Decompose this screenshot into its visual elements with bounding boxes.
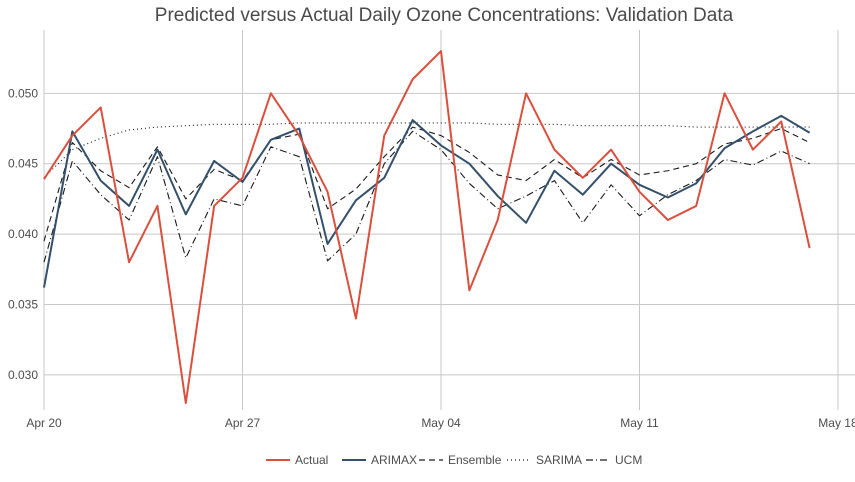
x-tick-label: May 18 xyxy=(818,416,855,430)
x-axis: Apr 20 Apr 27 May 04 May 11 May 18 xyxy=(26,416,855,430)
legend-label-ucm: UCM xyxy=(615,453,642,467)
x-tick-label: Apr 27 xyxy=(225,416,261,430)
legend-label-actual: Actual xyxy=(295,453,328,467)
y-tick-label: 0.035 xyxy=(8,297,38,311)
series-lines xyxy=(43,50,811,404)
legend-label-sarima: SARIMA xyxy=(536,453,582,467)
y-axis: 0.030 0.035 0.040 0.045 0.050 xyxy=(8,86,38,381)
x-tick-label: May 11 xyxy=(620,416,659,430)
legend-label-ensemble: Ensemble xyxy=(448,453,502,467)
series-line-actual xyxy=(43,50,811,404)
y-tick-label: 0.045 xyxy=(8,157,38,171)
series-line-ucm xyxy=(43,130,810,263)
legend: Actual ARIMAX Ensemble SARIMA UCM xyxy=(266,453,642,467)
series-line-arimax xyxy=(43,114,811,288)
x-tick-label: Apr 20 xyxy=(26,416,62,430)
series-line-ensemble xyxy=(43,126,810,242)
x-tick-label: May 04 xyxy=(421,416,461,430)
chart-title: Predicted versus Actual Daily Ozone Conc… xyxy=(155,5,734,26)
y-tick-label: 0.030 xyxy=(8,368,38,382)
y-tick-label: 0.050 xyxy=(8,86,38,100)
legend-label-arimax: ARIMAX xyxy=(371,453,417,467)
series-line-sarima xyxy=(43,122,810,179)
grid xyxy=(43,30,855,410)
y-tick-label: 0.040 xyxy=(8,227,38,241)
